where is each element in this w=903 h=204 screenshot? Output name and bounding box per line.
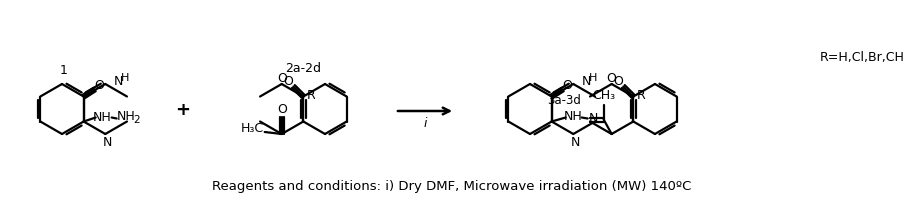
Text: 1: 1 bbox=[60, 64, 68, 77]
Text: Reagents and conditions: i) Dry DMF, Microwave irradiation (MW) 140ºC: Reagents and conditions: i) Dry DMF, Mic… bbox=[212, 179, 691, 192]
Text: O: O bbox=[284, 75, 293, 88]
Text: O: O bbox=[562, 79, 572, 92]
Text: R=H,Cl,Br,CH₃: R=H,Cl,Br,CH₃ bbox=[819, 50, 903, 63]
Text: i: i bbox=[423, 117, 426, 130]
Text: H: H bbox=[121, 73, 129, 83]
Text: O: O bbox=[276, 103, 286, 116]
Text: 2: 2 bbox=[133, 115, 140, 125]
Text: N: N bbox=[581, 74, 591, 87]
Text: H₃C: H₃C bbox=[241, 121, 264, 134]
Text: O: O bbox=[612, 75, 622, 88]
Text: N: N bbox=[113, 74, 123, 87]
Text: N: N bbox=[570, 136, 580, 149]
Text: O: O bbox=[606, 72, 616, 85]
Text: +: + bbox=[175, 101, 191, 118]
Text: H: H bbox=[588, 73, 597, 83]
Text: NH: NH bbox=[563, 110, 582, 122]
Text: O: O bbox=[95, 79, 105, 92]
Text: O: O bbox=[276, 72, 286, 85]
Text: NH: NH bbox=[116, 110, 135, 122]
Text: 2a-2d: 2a-2d bbox=[285, 62, 321, 75]
Text: CH₃: CH₃ bbox=[591, 89, 615, 102]
Text: N: N bbox=[103, 136, 112, 149]
Text: N: N bbox=[589, 111, 598, 124]
Text: NH: NH bbox=[92, 110, 111, 123]
Text: 3a-3d: 3a-3d bbox=[546, 94, 580, 106]
Text: R: R bbox=[637, 89, 645, 102]
Text: R: R bbox=[307, 89, 315, 102]
